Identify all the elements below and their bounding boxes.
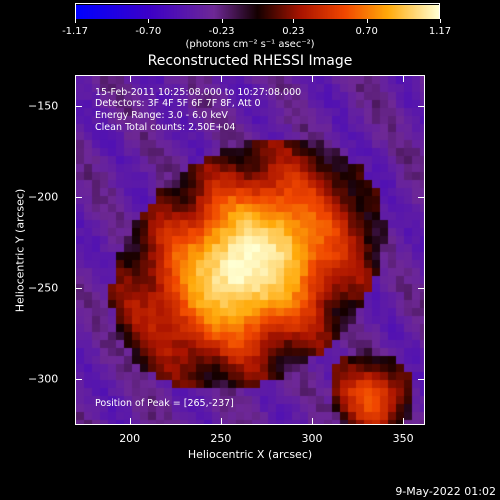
- y-axis-tick: [75, 288, 82, 290]
- time-range-annotation: 15-Feb-2011 10:25:08.000 to 10:27:08.000: [95, 87, 302, 98]
- rhessi-image: [76, 76, 424, 424]
- colorbar: [75, 3, 440, 19]
- x-axis-tick: [129, 75, 131, 82]
- y-axis-tick-label: −200: [28, 190, 59, 204]
- x-axis-tick: [129, 418, 131, 425]
- x-axis-tick: [403, 75, 405, 82]
- y-axis-tick: [418, 379, 425, 381]
- image-plot-area: [75, 75, 425, 425]
- x-axis-tick: [311, 418, 313, 425]
- x-axis-tick: [220, 418, 222, 425]
- colorbar-tick: [366, 19, 368, 23]
- x-axis-tick: [220, 75, 222, 82]
- x-axis-tick-label: 250: [210, 432, 232, 445]
- y-axis-tick-label: −250: [28, 281, 59, 295]
- y-axis-label: Heliocentric Y (arcsec): [13, 188, 27, 313]
- colorbar-tick: [148, 19, 150, 23]
- colorbar-tick-label: 0.70: [355, 26, 378, 37]
- x-axis-tick-label: 350: [392, 432, 414, 445]
- x-axis-tick: [403, 418, 405, 425]
- colorbar-tick-label: -0.23: [208, 26, 235, 37]
- y-axis-tick: [75, 105, 82, 107]
- colorbar-gradient: [76, 5, 439, 19]
- colorbar-tick-label: -0.70: [135, 26, 162, 37]
- y-axis-tick: [418, 288, 425, 290]
- datestamp: 9-May-2022 01:02: [395, 485, 496, 498]
- x-axis-tick-label: 200: [119, 432, 141, 445]
- energy-range-annotation: Energy Range: 3.0 - 6.0 keV: [95, 110, 228, 121]
- x-axis-tick-label: 300: [301, 432, 323, 445]
- plot-title: Reconstructed RHESSI Image: [147, 53, 353, 69]
- colorbar-tick: [75, 19, 76, 23]
- y-axis-tick: [418, 197, 425, 199]
- x-axis-label: Heliocentric X (arcsec): [187, 448, 313, 461]
- y-axis-tick-label: −300: [28, 372, 59, 386]
- y-axis-tick: [418, 105, 425, 107]
- x-axis-tick: [311, 75, 313, 82]
- colorbar-tick: [293, 19, 295, 23]
- y-axis-tick: [75, 197, 82, 199]
- colorbar-tick-label: 0.23: [282, 26, 305, 37]
- y-axis-tick: [75, 379, 82, 381]
- colorbar-tick-label: 1.17: [428, 26, 452, 37]
- y-axis-tick-label: −150: [28, 99, 59, 113]
- colorbar-tick: [221, 19, 223, 23]
- colorbar-tick-label: -1.17: [62, 26, 88, 37]
- colorbar-tick: [440, 19, 441, 23]
- detectors-annotation: Detectors: 3F 4F 5F 6F 7F 8F, Att 0: [95, 98, 261, 109]
- peak-position-annotation: Position of Peak = [265,-237]: [95, 398, 234, 409]
- method-counts-annotation: Clean Total counts: 2.50E+04: [95, 122, 236, 133]
- colorbar-units-label: (photons cm⁻² s⁻¹ asec⁻²): [185, 39, 315, 50]
